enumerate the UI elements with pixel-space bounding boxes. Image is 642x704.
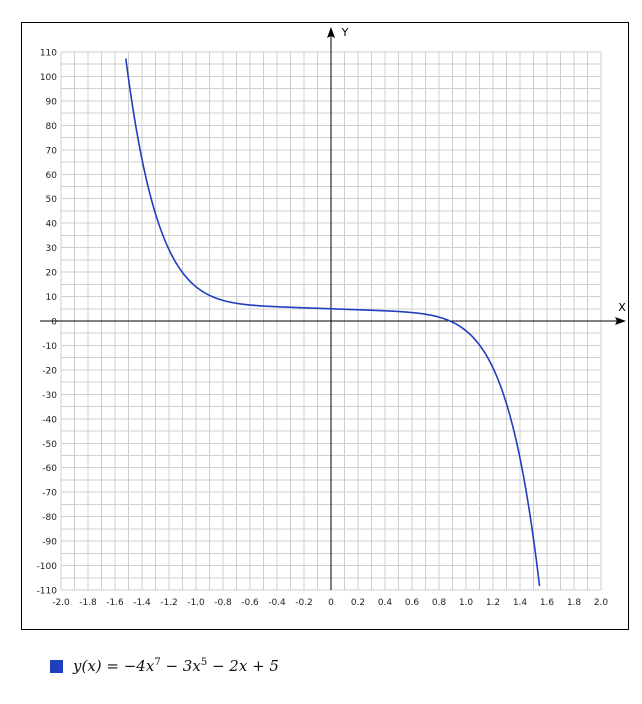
y-tick-label: -10	[42, 342, 57, 352]
x-tick-label: 1.6	[540, 598, 555, 608]
x-tick-label: 0.2	[351, 598, 365, 608]
y-tick-label: 100	[40, 73, 57, 83]
x-tick-label: -0.2	[295, 598, 313, 608]
x-tick-label: 1.0	[459, 598, 474, 608]
series-line	[125, 58, 541, 587]
x-tick-label: 1.8	[567, 598, 582, 608]
x-tick-label: 0.8	[432, 598, 447, 608]
y-tick-label: -70	[42, 489, 57, 499]
y-tick-label: 50	[46, 195, 58, 205]
y-tick-label: 90	[46, 97, 58, 107]
legend-exp1: 7	[154, 657, 161, 668]
y-tick-label: -50	[42, 440, 57, 450]
x-tick-label: -0.4	[268, 598, 286, 608]
x-tick-label: 1.2	[486, 598, 500, 608]
y-tick-label: -20	[42, 366, 57, 376]
x-tick-label: 0.4	[378, 598, 393, 608]
y-tick-label: -30	[42, 391, 57, 401]
x-tick-label: -2.0	[52, 598, 70, 608]
x-axis-label: X	[618, 301, 626, 314]
y-tick-label: 20	[46, 269, 58, 279]
x-tick-label: 2.0	[594, 598, 609, 608]
x-tick-label: 0.6	[405, 598, 420, 608]
x-tick-label: -1.6	[106, 598, 124, 608]
y-tick-label: -90	[42, 538, 57, 548]
legend-suffix: − 2x + 5	[207, 657, 279, 675]
y-tick-label: -110	[37, 587, 58, 597]
chart-plot: XY1101009080706050403020100-10-20-30-40-…	[37, 26, 627, 608]
legend-swatch	[50, 659, 63, 673]
x-tick-label: 0	[328, 598, 334, 608]
x-tick-label: -0.8	[214, 598, 232, 608]
y-tick-label: -100	[37, 562, 58, 572]
y-tick-label: 40	[46, 220, 58, 230]
legend-label: y(x) = −4x7 − 3x5 − 2x + 5	[73, 657, 279, 675]
y-tick-label: -60	[42, 464, 57, 474]
y-tick-label: 110	[40, 49, 57, 59]
x-axis-arrow-icon	[615, 317, 626, 325]
x-tick-label: -1.2	[160, 598, 178, 608]
x-tick-label: 1.4	[513, 598, 528, 608]
y-tick-label: -40	[42, 415, 57, 425]
y-tick-label: 70	[46, 146, 58, 156]
y-tick-label: 60	[46, 171, 58, 181]
y-tick-label: 30	[46, 244, 58, 254]
y-axis-label: Y	[341, 26, 349, 39]
y-tick-label: 80	[46, 122, 58, 132]
y-axis-arrow-icon	[327, 27, 335, 38]
y-tick-label: -80	[42, 513, 57, 523]
legend-mid: − 3x	[160, 657, 201, 675]
x-tick-label: -0.6	[241, 598, 259, 608]
y-tick-label: 0	[51, 318, 57, 328]
x-tick-label: -1.8	[79, 598, 97, 608]
x-tick-label: -1.0	[187, 598, 205, 608]
x-tick-label: -1.4	[133, 598, 151, 608]
legend-prefix: y(x) = −4x	[73, 657, 155, 675]
y-tick-label: 10	[46, 293, 58, 303]
legend-exp2: 5	[200, 657, 208, 668]
chart-frame: X Y 110 100 90 80 70 60 50 40 30 20 10 0 -10 -20 -30 -40-…	[21, 22, 629, 630]
chart-legend: y(x) = −4x7 − 3x5 − 2x + 5	[50, 656, 279, 676]
